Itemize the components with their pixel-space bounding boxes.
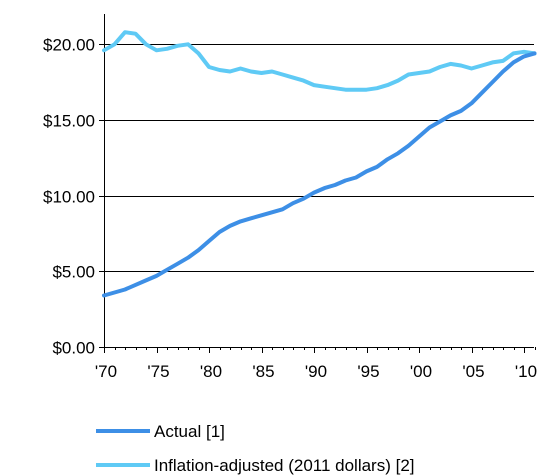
series-lines <box>102 30 537 298</box>
x-tick-label-0: '70 <box>95 362 117 381</box>
x-tick-label-6: '00 <box>410 362 432 381</box>
x-tick-label-7: '05 <box>462 362 484 381</box>
x-tick-label-5: '95 <box>357 362 379 381</box>
legend: Actual [1] Inflation-adjusted (2011 dolla… <box>96 422 415 475</box>
y-tick-label-4: $20.00 <box>43 36 95 55</box>
y-tick-label-3: $15.00 <box>43 112 95 131</box>
x-tick-label-3: '85 <box>252 362 274 381</box>
series-line-0 <box>102 51 537 298</box>
x-tick-label-2: '80 <box>200 362 222 381</box>
series-line-1 <box>102 30 537 92</box>
legend-label-1: Inflation-adjusted (2011 dollars) [2] <box>154 456 415 475</box>
y-tick-label-0: $0.00 <box>52 339 95 358</box>
legend-label-0: Actual [1] <box>154 422 225 441</box>
x-axis-ticks: '70 '75 '80 '85 '90 '95 '00 '05 '10 <box>95 347 537 381</box>
x-tick-label-1: '75 <box>147 362 169 381</box>
y-tick-label-1: $5.00 <box>52 263 95 282</box>
gridlines <box>104 44 534 272</box>
axes <box>104 14 534 348</box>
y-axis-ticks: $0.00 $5.00 $10.00 $15.00 $20.00 <box>43 36 104 358</box>
x-tick-label-8: '10 <box>515 362 537 381</box>
x-tick-label-4: '90 <box>305 362 327 381</box>
y-tick-label-2: $10.00 <box>43 188 95 207</box>
